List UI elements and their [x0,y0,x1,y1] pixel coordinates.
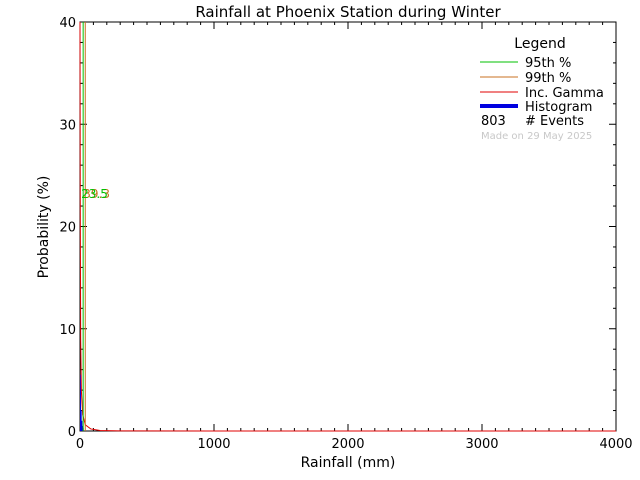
legend-events-count: 803 [481,114,506,129]
x-tick-label: 4000 [599,437,632,452]
y-tick-label: 30 [59,118,76,133]
y-tick-label: 40 [59,16,76,31]
legend-events-label: # Events [525,114,584,129]
histogram-bar [82,425,84,431]
percentile-95-label: 23.5 [81,187,108,201]
x-axis-label: Rainfall (mm) [301,455,396,471]
y-tick-label: 0 [68,425,76,440]
y-tick-labels: 0 10 20 30 40 [59,16,76,440]
x-tick-labels: 0 1000 2000 3000 4000 [76,437,633,452]
legend: Legend 95th % 99th % Inc. Gamma Histogra… [480,36,604,142]
x-tick-label: 0 [76,437,84,452]
x-tick-label: 2000 [331,437,364,452]
y-tick-label: 10 [59,323,76,338]
legend-label-95th: 95th % [525,56,571,71]
legend-label-99th: 99th % [525,71,571,86]
y-axis-label: Probability (%) [36,176,52,279]
made-on-text: Made on 29 May 2025 [481,131,592,142]
chart-title: Rainfall at Phoenix Station during Winte… [195,3,501,21]
percentile-99-label: 39.3 [83,187,110,201]
legend-label-histogram: Histogram [525,100,592,115]
legend-label-gamma: Inc. Gamma [525,86,604,101]
x-tick-label: 3000 [465,437,498,452]
histogram-bar [81,420,83,431]
x-tick-label: 1000 [197,437,230,452]
histogram-bar [80,374,81,431]
histogram-bar [80,410,82,431]
y-tick-label: 20 [59,221,76,236]
legend-title: Legend [514,36,565,52]
